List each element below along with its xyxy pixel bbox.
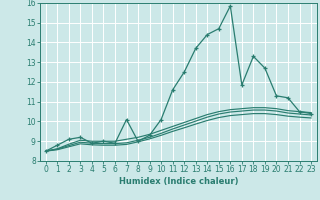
X-axis label: Humidex (Indice chaleur): Humidex (Indice chaleur) <box>119 177 238 186</box>
